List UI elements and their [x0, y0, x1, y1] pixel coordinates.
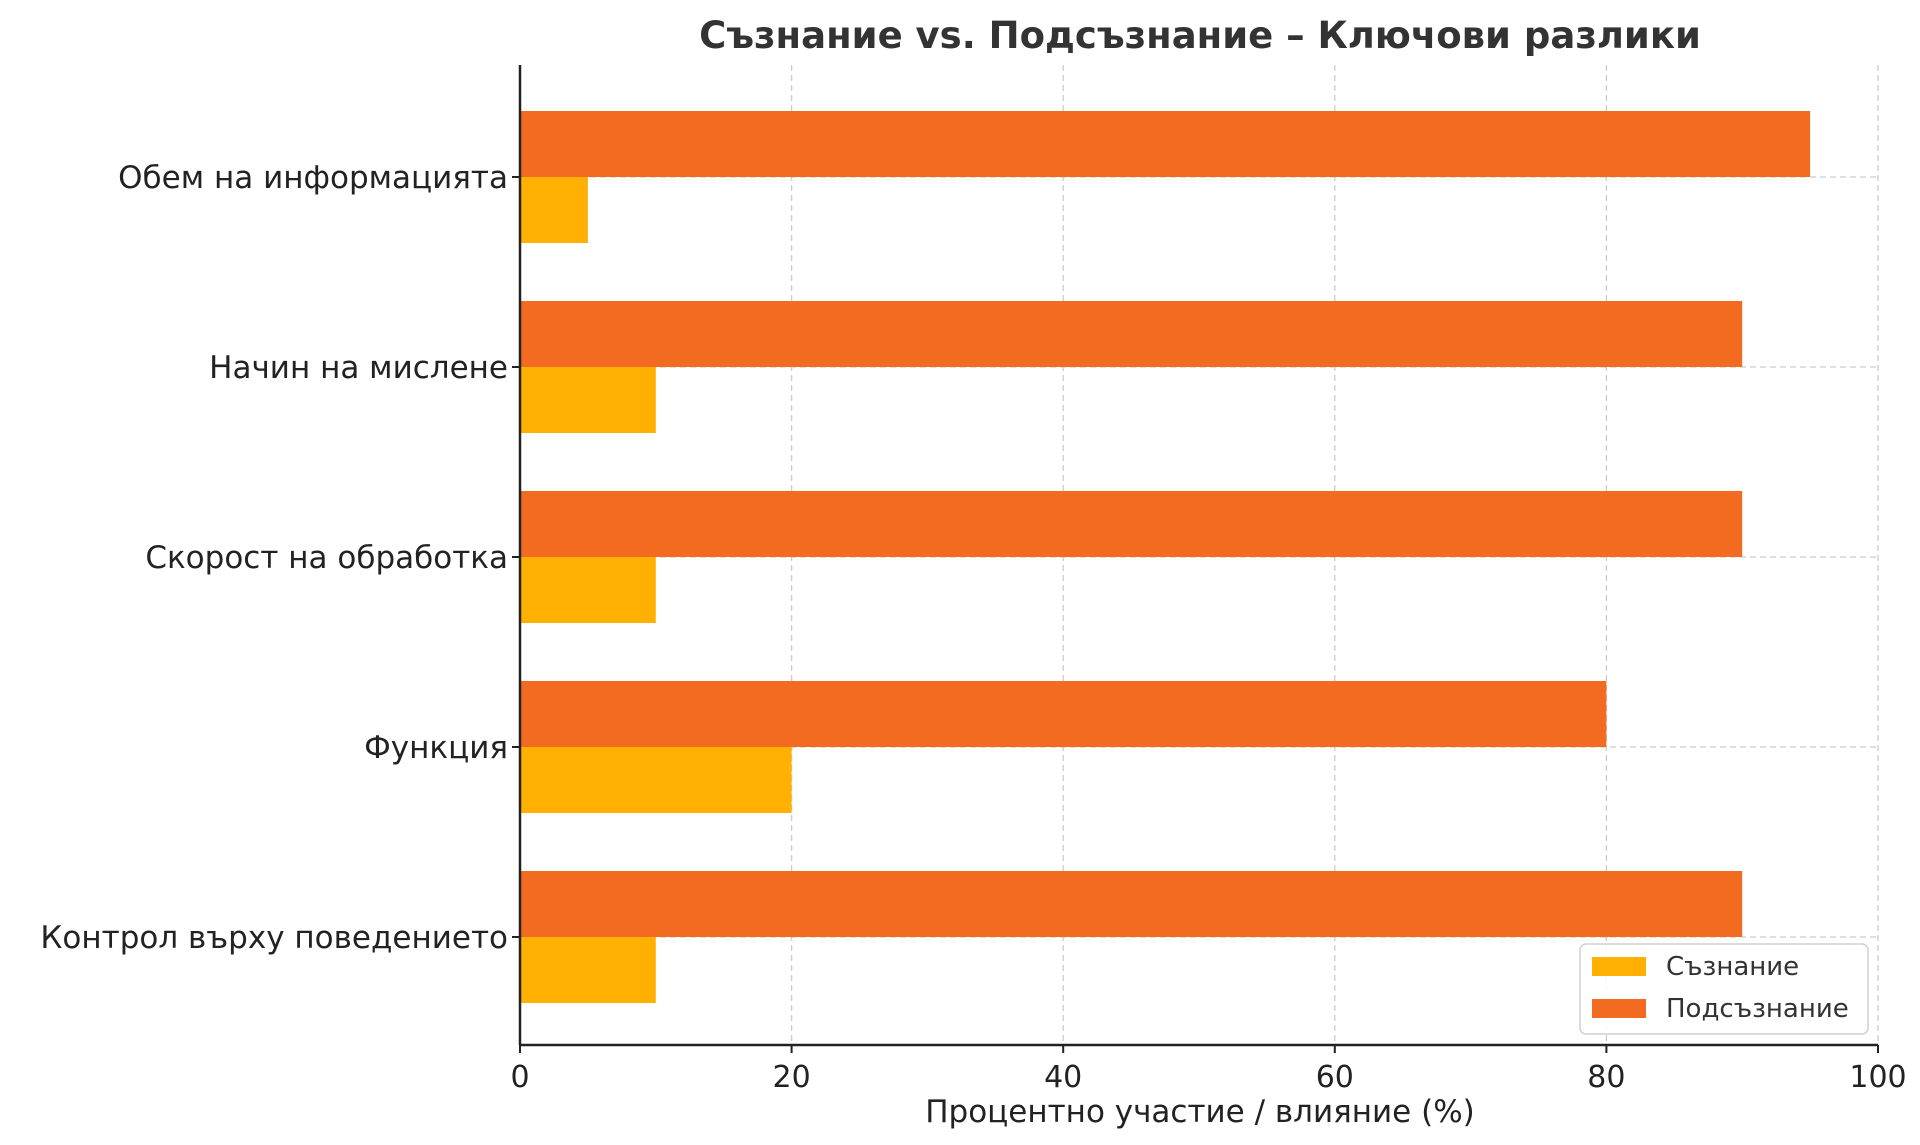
x-tick-label: 80	[1587, 1060, 1625, 1095]
bar-subconscious	[520, 871, 1743, 937]
y-category-label: Функция	[364, 730, 508, 766]
x-tick-label: 40	[1044, 1060, 1082, 1095]
x-tick-label: 20	[773, 1060, 811, 1095]
y-category-label: Контрол върху поведението	[40, 920, 508, 956]
bar-conscious	[520, 557, 656, 623]
labels-layer: 0 20 40 60 80 100 Обем на информацията Начин на…	[40, 160, 1906, 1095]
bar-subconscious	[520, 681, 1607, 747]
x-tick-label: 0	[510, 1060, 529, 1095]
bar-conscious	[520, 747, 792, 813]
legend-swatch	[1592, 957, 1646, 976]
x-tick-label: 60	[1316, 1060, 1354, 1095]
axes-layer	[512, 65, 1879, 1053]
legend: Съзнание Подсъзнание	[1579, 943, 1869, 1035]
bar-conscious	[520, 177, 588, 243]
bar-conscious	[520, 367, 656, 433]
y-category-label: Скорост на обработка	[145, 540, 508, 576]
bar-subconscious	[520, 111, 1811, 177]
y-category-label: Начин на мислене	[209, 350, 508, 386]
bar-conscious	[520, 937, 656, 1003]
bars-layer	[520, 111, 1811, 1003]
y-category-label: Обем на информацията	[118, 160, 508, 196]
legend-label: Съзнание	[1666, 952, 1799, 982]
legend-box	[1579, 943, 1869, 1035]
x-tick-label: 100	[1849, 1060, 1906, 1095]
bar-subconscious	[520, 301, 1743, 367]
bar-subconscious	[520, 491, 1743, 557]
x-axis-title: Процентно участие / влияние (%)	[925, 1094, 1475, 1130]
chart-title: Съзнание vs. Подсъзнание – Ключови разли…	[699, 14, 1701, 57]
legend-swatch	[1592, 999, 1646, 1018]
legend-label: Подсъзнание	[1666, 994, 1849, 1024]
